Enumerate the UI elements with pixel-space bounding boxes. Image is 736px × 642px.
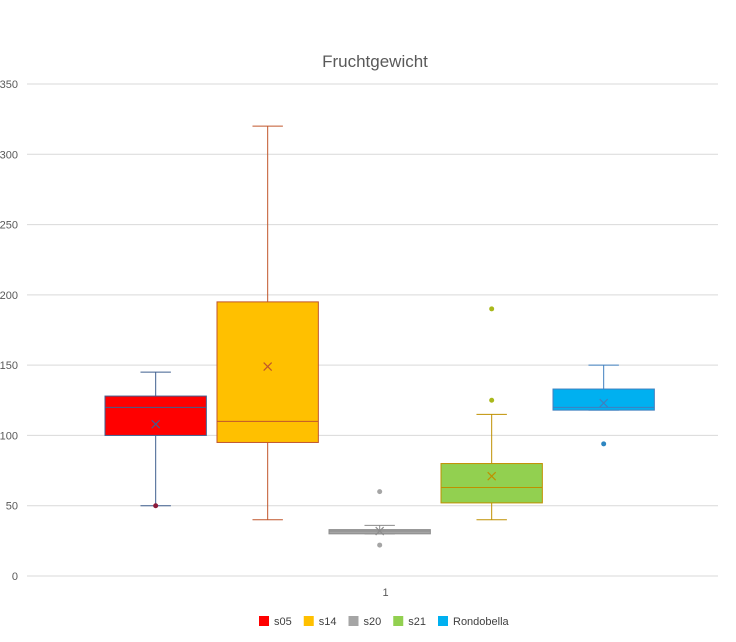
legend-item: Rondobella: [438, 616, 510, 628]
gridlines: [27, 83, 718, 507]
mean-marker: [151, 419, 161, 429]
legend-label: s20: [364, 616, 382, 628]
legend-item: s20: [348, 616, 382, 628]
mean-marker: [375, 526, 385, 536]
outlier-point: [489, 397, 495, 403]
box-series: [104, 125, 655, 548]
legend-swatch: [259, 616, 269, 626]
outlier-point: [377, 542, 383, 548]
y-tick-label: 300: [0, 149, 18, 161]
box-rondobella: [552, 364, 655, 447]
legend: s05 s14 s20 s21 Rondobella: [259, 616, 510, 628]
mean-marker: [487, 471, 497, 481]
y-tick-label: 250: [0, 220, 18, 232]
chart-title: Fruchtgewicht: [322, 52, 428, 71]
legend-swatch: [438, 616, 448, 626]
y-tick-label: 100: [0, 430, 18, 442]
outlier-point: [377, 489, 383, 495]
x-tick-label: 1: [382, 587, 388, 599]
y-tick-label: 150: [0, 360, 18, 372]
legend-swatch: [303, 616, 314, 626]
mean-marker: [599, 398, 609, 408]
mean-marker: [263, 362, 273, 371]
outlier-point: [601, 441, 607, 447]
y-tick-label: 50: [6, 501, 18, 513]
box-iqr: [104, 395, 207, 436]
legend-label: s14: [319, 616, 337, 628]
y-tick-label: 350: [0, 79, 18, 91]
outlier-point: [153, 503, 159, 509]
legend-item: s14: [303, 616, 337, 628]
y-tick-label: 200: [0, 290, 18, 302]
box-iqr: [552, 388, 655, 411]
legend-label: s21: [408, 616, 426, 628]
legend-item: s05: [259, 616, 292, 628]
legend-swatch: [348, 616, 359, 626]
box-iqr: [216, 301, 319, 443]
legend-label: s05: [274, 616, 292, 628]
axes: 0 50 100 150 200 250 300 350 1: [0, 79, 718, 599]
legend-swatch: [393, 616, 404, 626]
box-s20: [328, 489, 431, 548]
legend-label: Rondobella: [453, 616, 510, 628]
outlier-point: [489, 306, 495, 312]
y-tick-label: 0: [12, 571, 18, 583]
box-s05: [104, 371, 207, 509]
box-iqr: [440, 463, 543, 504]
legend-item: s21: [393, 616, 426, 628]
box-s21: [440, 306, 543, 521]
box-s14: [216, 125, 319, 521]
